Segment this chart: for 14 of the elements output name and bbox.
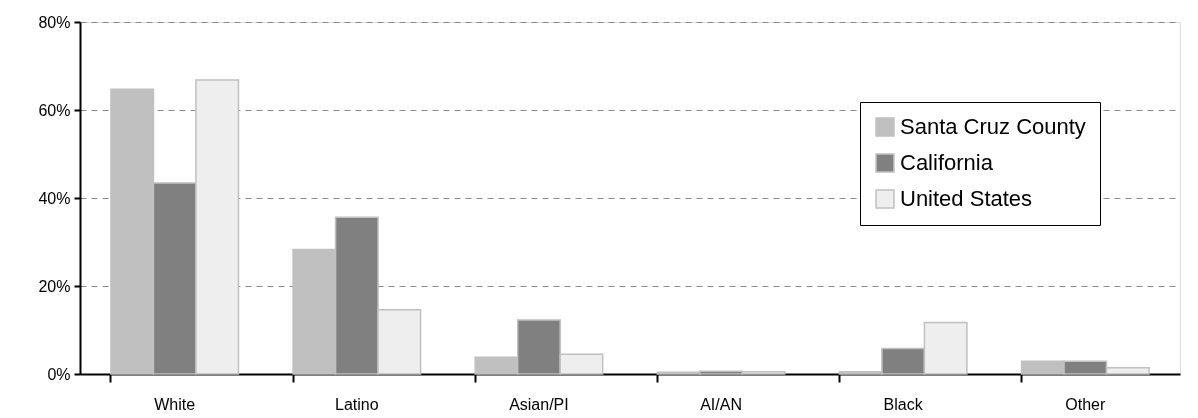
y-tick-label: 80% (38, 13, 71, 31)
y-tick-label: 20% (38, 277, 71, 295)
x-tick-label: Asian/PI (509, 395, 569, 413)
x-tick-label: Other (1065, 395, 1106, 413)
y-tick-label: 60% (38, 101, 71, 119)
legend-label: California (900, 150, 994, 175)
x-tick-label: AI/AN (700, 395, 742, 413)
x-tick-label: Black (883, 395, 924, 413)
y-tick-label: 0% (47, 365, 71, 383)
x-tick-label: Latino (335, 395, 379, 413)
x-tick-label: White (154, 395, 196, 413)
legend-label: Santa Cruz County (900, 114, 1086, 139)
y-tick-label: 40% (38, 189, 71, 207)
legend-label: United States (900, 186, 1033, 211)
